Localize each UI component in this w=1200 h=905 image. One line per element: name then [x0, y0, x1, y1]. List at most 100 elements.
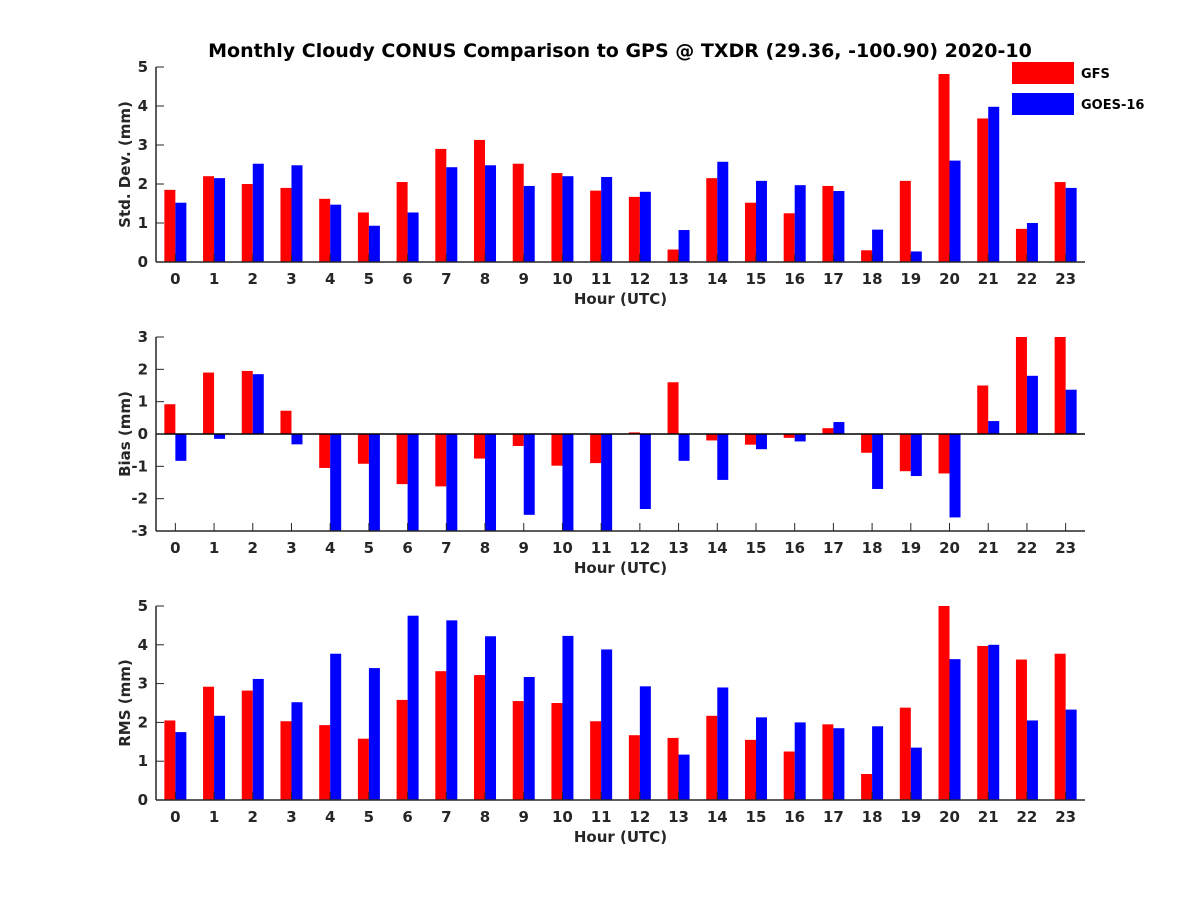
bar-goes-16-hour-20: [949, 160, 961, 262]
legend-swatch-gfs: [1012, 62, 1074, 84]
x-tick-label: 12: [629, 808, 650, 826]
bar-goes-16-hour-21: [988, 106, 1000, 262]
bar-goes-16-hour-12: [639, 686, 651, 800]
x-tick-label: 20: [939, 808, 960, 826]
bar-gfs-hour-8: [474, 139, 486, 262]
bar-gfs-hour-3: [280, 187, 292, 262]
bar-goes-16-hour-14: [717, 687, 729, 800]
bar-goes-16-hour-21: [988, 421, 1000, 434]
y-tick-label: -3: [131, 522, 148, 540]
bar-gfs-hour-19: [899, 434, 911, 472]
bar-gfs-hour-20: [938, 606, 950, 800]
x-tick-label: 6: [402, 539, 412, 557]
bar-goes-16-hour-21: [988, 644, 1000, 800]
x-tick-label: 23: [1055, 808, 1076, 826]
x-tick-label: 22: [1017, 539, 1038, 557]
bar-goes-16-hour-15: [755, 180, 767, 262]
x-tick-label: 2: [248, 808, 258, 826]
bar-gfs-hour-3: [280, 721, 292, 800]
bar-goes-16-hour-0: [175, 434, 187, 461]
x-tick-label: 9: [519, 539, 529, 557]
bar-goes-16-hour-20: [949, 434, 961, 518]
x-tick-label: 6: [402, 270, 412, 288]
bar-gfs-hour-18: [861, 434, 873, 453]
x-axis-label: Hour (UTC): [574, 828, 667, 846]
bar-goes-16-hour-11: [601, 649, 613, 800]
x-tick-label: 1: [209, 539, 219, 557]
bar-goes-16-hour-17: [833, 422, 845, 434]
x-tick-label: 5: [364, 270, 374, 288]
bar-gfs-hour-1: [203, 372, 215, 434]
bar-goes-16-hour-7: [446, 434, 458, 531]
x-tick-label: 19: [900, 539, 921, 557]
bar-goes-16-hour-8: [485, 165, 497, 262]
bar-goes-16-hour-1: [214, 434, 226, 439]
bar-goes-16-hour-10: [562, 176, 574, 262]
bar-goes-16-hour-23: [1065, 389, 1077, 434]
legend-label: GFS: [1081, 67, 1110, 82]
y-tick-label: 3: [138, 328, 148, 346]
bar-gfs-hour-17: [822, 428, 834, 434]
bar-goes-16-hour-0: [175, 732, 187, 800]
bar-gfs-hour-10: [551, 173, 563, 262]
bar-goes-16-hour-23: [1065, 709, 1077, 800]
bar-goes-16-hour-18: [872, 229, 884, 262]
bar-gfs-hour-22: [1015, 337, 1027, 434]
bar-goes-16-hour-3: [291, 702, 303, 800]
x-tick-label: 4: [325, 539, 335, 557]
x-tick-label: 15: [746, 539, 767, 557]
bar-gfs-hour-1: [203, 686, 215, 800]
bar-goes-16-hour-13: [678, 754, 690, 800]
bar-goes-16-hour-15: [755, 717, 767, 800]
bar-goes-16-hour-20: [949, 659, 961, 800]
x-tick-label: 15: [746, 270, 767, 288]
x-axis-label: Hour (UTC): [574, 559, 667, 577]
x-tick-label: 23: [1055, 270, 1076, 288]
bar-goes-16-hour-15: [755, 434, 767, 450]
x-tick-label: 13: [668, 808, 689, 826]
x-tick-label: 16: [784, 808, 805, 826]
x-tick-label: 8: [480, 270, 490, 288]
bar-goes-16-hour-23: [1065, 187, 1077, 262]
bar-gfs-hour-18: [861, 774, 873, 800]
bar-goes-16-hour-18: [872, 434, 884, 489]
bar-gfs-hour-12: [628, 735, 640, 800]
bar-goes-16-hour-5: [368, 434, 380, 531]
x-tick-label: 16: [784, 270, 805, 288]
x-tick-label: 7: [441, 808, 451, 826]
bar-goes-16-hour-2: [252, 374, 264, 434]
bar-goes-16-hour-16: [794, 434, 806, 442]
y-axis-label: Bias (mm): [116, 391, 134, 477]
bar-gfs-hour-5: [357, 434, 369, 464]
x-tick-label: 6: [402, 808, 412, 826]
bar-gfs-hour-11: [590, 434, 602, 464]
bar-gfs-hour-2: [241, 370, 253, 434]
bar-gfs-hour-6: [396, 434, 408, 485]
x-tick-label: 8: [480, 539, 490, 557]
bar-goes-16-hour-7: [446, 167, 458, 262]
bar-gfs-hour-0: [164, 404, 176, 434]
bar-goes-16-hour-19: [910, 251, 922, 262]
bar-goes-16-hour-7: [446, 620, 458, 800]
x-tick-label: 10: [552, 808, 573, 826]
bar-goes-16-hour-18: [872, 726, 884, 800]
bar-gfs-hour-16: [783, 751, 795, 800]
x-tick-label: 18: [862, 270, 883, 288]
x-tick-label: 14: [707, 539, 728, 557]
x-tick-label: 21: [978, 808, 999, 826]
bar-gfs-hour-8: [474, 675, 486, 800]
y-tick-label: 4: [138, 636, 148, 654]
x-tick-label: 0: [170, 270, 180, 288]
bar-goes-16-hour-10: [562, 434, 574, 531]
bar-goes-16-hour-16: [794, 722, 806, 800]
bar-goes-16-hour-17: [833, 191, 845, 262]
y-tick-label: 2: [138, 713, 148, 731]
x-tick-label: 13: [668, 270, 689, 288]
bar-gfs-hour-11: [590, 190, 602, 262]
y-tick-label: 5: [138, 58, 148, 76]
x-tick-label: 17: [823, 539, 844, 557]
bar-gfs-hour-10: [551, 434, 563, 466]
bar-goes-16-hour-5: [368, 225, 380, 262]
